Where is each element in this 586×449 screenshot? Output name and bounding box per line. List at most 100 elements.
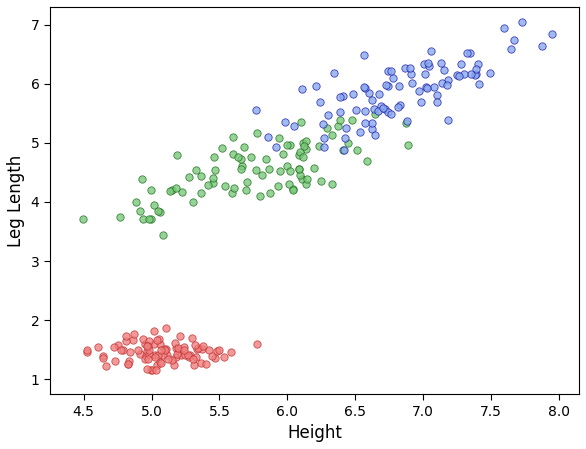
Point bbox=[147, 366, 156, 374]
Point bbox=[355, 128, 364, 136]
Point bbox=[371, 111, 380, 118]
Point bbox=[135, 207, 144, 215]
Point bbox=[444, 117, 453, 124]
Point bbox=[152, 362, 162, 369]
Point bbox=[167, 186, 176, 193]
Point bbox=[452, 71, 462, 79]
Point bbox=[152, 367, 161, 374]
Point bbox=[155, 358, 164, 365]
Point bbox=[203, 181, 213, 188]
Point bbox=[242, 187, 251, 194]
Point bbox=[213, 348, 222, 355]
Point bbox=[139, 336, 148, 343]
Point bbox=[407, 79, 417, 87]
Point bbox=[387, 67, 396, 75]
Point bbox=[228, 150, 237, 158]
Point bbox=[438, 79, 447, 86]
Point bbox=[180, 352, 190, 359]
Point bbox=[499, 24, 508, 31]
Point bbox=[236, 166, 246, 173]
Point bbox=[172, 353, 181, 360]
Point bbox=[299, 142, 308, 150]
Point bbox=[188, 356, 197, 363]
Point bbox=[274, 135, 284, 142]
Point bbox=[252, 106, 261, 113]
Point bbox=[285, 180, 294, 188]
Point bbox=[138, 216, 148, 223]
Point bbox=[144, 350, 154, 357]
Point bbox=[152, 336, 162, 343]
Point bbox=[315, 143, 324, 150]
Point bbox=[285, 168, 295, 175]
Point bbox=[336, 117, 345, 124]
Point bbox=[188, 198, 197, 205]
Point bbox=[93, 343, 103, 351]
Point bbox=[301, 145, 311, 152]
Point bbox=[472, 71, 481, 78]
X-axis label: Height: Height bbox=[287, 424, 342, 442]
Point bbox=[470, 71, 479, 78]
Point bbox=[143, 343, 152, 350]
Point bbox=[393, 103, 403, 110]
Point bbox=[510, 36, 519, 44]
Point bbox=[442, 82, 451, 89]
Point bbox=[140, 341, 149, 348]
Point bbox=[347, 117, 356, 124]
Point bbox=[379, 104, 388, 111]
Point bbox=[406, 70, 415, 78]
Point bbox=[183, 352, 193, 359]
Point bbox=[401, 119, 411, 126]
Point bbox=[295, 149, 304, 156]
Point bbox=[154, 335, 163, 343]
Point bbox=[405, 64, 414, 71]
Point bbox=[171, 344, 180, 351]
Point bbox=[192, 166, 201, 173]
Point bbox=[302, 176, 312, 183]
Point bbox=[143, 356, 152, 363]
Point bbox=[131, 198, 141, 206]
Point bbox=[285, 142, 294, 149]
Point bbox=[275, 167, 285, 174]
Point bbox=[190, 342, 199, 349]
Point bbox=[227, 348, 236, 355]
Point bbox=[261, 155, 271, 162]
Point bbox=[186, 351, 195, 358]
Point bbox=[172, 151, 182, 158]
Point bbox=[142, 347, 152, 354]
Point bbox=[188, 335, 197, 342]
Point bbox=[220, 353, 229, 360]
Point bbox=[380, 105, 390, 112]
Point bbox=[229, 133, 238, 141]
Point bbox=[367, 97, 376, 104]
Point bbox=[422, 84, 431, 91]
Point bbox=[192, 346, 201, 353]
Point bbox=[151, 352, 160, 359]
Point bbox=[159, 345, 169, 352]
Point bbox=[506, 45, 516, 52]
Point bbox=[144, 216, 154, 223]
Point bbox=[163, 356, 173, 363]
Point bbox=[125, 348, 135, 355]
Point bbox=[420, 70, 430, 77]
Point bbox=[395, 101, 404, 109]
Point bbox=[384, 109, 393, 116]
Point bbox=[130, 330, 139, 337]
Point bbox=[255, 192, 264, 199]
Point bbox=[236, 155, 246, 163]
Point bbox=[319, 143, 329, 150]
Point bbox=[359, 51, 369, 58]
Point bbox=[82, 349, 91, 356]
Point bbox=[265, 190, 274, 197]
Point bbox=[439, 66, 448, 73]
Point bbox=[335, 93, 345, 101]
Point bbox=[137, 176, 146, 183]
Point bbox=[204, 347, 213, 354]
Point bbox=[251, 167, 261, 174]
Point bbox=[128, 336, 137, 343]
Point bbox=[171, 339, 180, 347]
Point bbox=[282, 162, 292, 169]
Point bbox=[362, 158, 372, 165]
Point bbox=[263, 134, 272, 141]
Point bbox=[364, 90, 373, 97]
Point bbox=[158, 352, 168, 359]
